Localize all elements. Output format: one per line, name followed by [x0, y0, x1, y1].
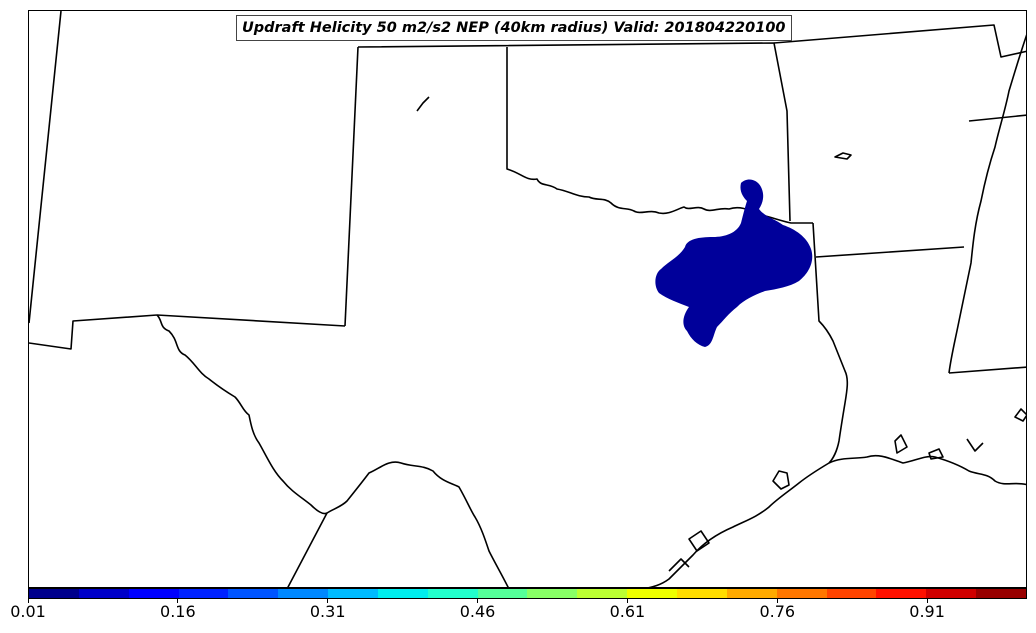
colorbar-tick-label: 0.61: [609, 602, 646, 621]
colorbar-segment: [78, 589, 129, 598]
colorbar-tick-mark: [926, 599, 928, 603]
map-title: Updraft Helicity 50 m2/s2 NEP (40km radi…: [236, 15, 792, 41]
colorbar-segment: [876, 589, 927, 598]
state-border-ok-tx: [506, 47, 813, 224]
lake-oklahoma: [834, 152, 852, 160]
state-border-mo-ar: [773, 24, 1026, 58]
colorbar-tick-label: 0.91: [909, 602, 945, 621]
colorbar: [28, 588, 1027, 599]
state-border-la-ms: [948, 366, 1026, 374]
colorbar-segment: [228, 589, 279, 598]
colorbar-tick-mark: [177, 599, 179, 603]
state-border-ms-al: [968, 114, 1026, 122]
colorbar-tick-label: 0.31: [309, 602, 346, 621]
louisiana-bays: [894, 434, 984, 460]
lake-east: [1014, 408, 1026, 422]
colorbar-tick-mark: [27, 599, 29, 603]
colorbar-segment: [826, 589, 877, 598]
colorbar-segment: [726, 589, 777, 598]
colorbar-tick-label: 0.16: [160, 602, 196, 621]
colorbar-tick-mark: [776, 599, 778, 603]
colorbar-segment: [776, 589, 827, 598]
colorbar-segment: [477, 589, 528, 598]
colorbar-segment: [676, 589, 727, 598]
colorbar-tick-mark: [327, 599, 329, 603]
texas-bays: [668, 530, 710, 572]
colorbar-segment: [976, 589, 1026, 598]
galveston-bay: [772, 470, 790, 490]
colorbar-segment: [377, 589, 428, 598]
colorbar-segment: [427, 589, 478, 598]
colorbar-segment: [278, 589, 329, 598]
map-panel: [28, 10, 1027, 588]
mississippi-river: [948, 34, 1026, 374]
probability-area: [655, 179, 813, 347]
lake-panhandle: [416, 96, 430, 112]
colorbar-tick-mark: [626, 599, 628, 603]
colorbar-segment: [926, 589, 977, 598]
mexico-border: [287, 512, 328, 587]
colorbar-segment: [328, 589, 378, 598]
colorbar-tick-mark: [477, 599, 479, 603]
colorbar-segment: [527, 589, 578, 598]
texas-rio-grande: [156, 314, 509, 587]
louisiana-coast: [828, 454, 1026, 486]
state-border-tx-la: [812, 222, 849, 464]
colorbar-tick-label: 0.46: [459, 602, 496, 621]
colorbar-tick-label: 0.01: [10, 602, 46, 621]
colorbar-tick-label: 0.76: [759, 602, 796, 621]
state-border-tx-panhandle: [156, 314, 346, 327]
colorbar-ticks: 0.01 0.16 0.31 0.46 0.61 0.76 0.91: [0, 599, 1036, 629]
state-border-ks-ok: [357, 42, 791, 222]
map-canvas: [29, 11, 1026, 587]
gulf-coast: [648, 462, 830, 587]
state-border-nm-tx: [344, 46, 359, 327]
colorbar-segment: [577, 589, 628, 598]
colorbar-segment: [627, 589, 677, 598]
state-border-west: [29, 11, 62, 324]
colorbar-segment: [29, 589, 79, 598]
colorbar-segment: [178, 589, 229, 598]
state-border-ar-la: [815, 246, 965, 258]
colorbar-segment: [128, 589, 179, 598]
state-border-nm-south: [29, 314, 158, 350]
